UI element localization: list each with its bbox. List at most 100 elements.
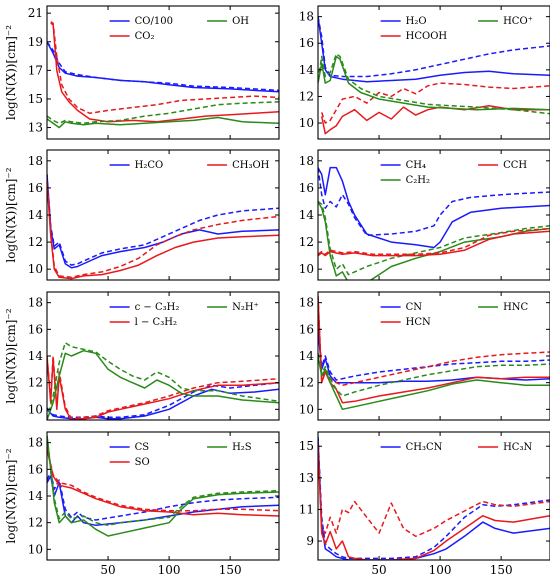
y-axis-label: log(N(X))[cm]⁻² — [4, 167, 18, 262]
legend: CH₃CN HC₃N — [380, 442, 532, 453]
legend: CN HCN HNC — [380, 302, 529, 328]
series-line-solid — [47, 174, 279, 269]
legend-label: CS — [135, 442, 150, 453]
legend-label: HCOOH — [406, 31, 448, 42]
y-tick-label: 17 — [28, 63, 43, 77]
y-tick-label: 15 — [28, 92, 43, 106]
legend-label: HNC — [503, 302, 528, 313]
y-tick-label: 18 — [299, 10, 314, 24]
legend-label: c − C₃H₂ — [135, 302, 180, 313]
legend-label: HCO⁺ — [503, 16, 533, 27]
legend-label: CH₄ — [406, 160, 426, 171]
series-line-solid — [318, 438, 550, 560]
y-tick-label: 12 — [28, 235, 43, 249]
series-line-solid — [47, 388, 279, 420]
series-line-solid — [47, 41, 279, 93]
series-line-solid — [318, 446, 550, 560]
x-axis-label: r[au] — [148, 577, 178, 579]
series-group — [47, 435, 279, 537]
series-line-dashed — [47, 101, 279, 125]
legend-label: l − C₃H₂ — [135, 317, 177, 328]
legend: c − C₃H₂ l − C₃H₂ N₂H⁺ — [109, 302, 259, 328]
legend-label: CH₃CN — [406, 442, 443, 453]
legend-label: C₂H₂ — [406, 175, 430, 186]
series-line-dashed — [318, 167, 550, 237]
series-line-dashed — [47, 447, 279, 512]
y-tick-label: 16 — [299, 36, 314, 50]
series-line-dashed — [47, 181, 279, 279]
y-tick-label: 18 — [28, 436, 43, 450]
x-tick-label: 150 — [219, 563, 242, 577]
series-line-dashed — [47, 381, 279, 419]
y-axis-label: log(N(X))[cm]⁻² — [4, 448, 18, 543]
series-group — [318, 436, 550, 560]
panel-second-right: 10 12 14 16 18 CH₄ C₂H₂ CCH — [299, 149, 550, 281]
series-line-solid — [47, 116, 279, 129]
series-line-solid — [318, 230, 550, 257]
x-tick-label: 50 — [371, 563, 386, 577]
series-line-solid — [318, 329, 550, 384]
series-line-solid — [320, 105, 550, 135]
legend-label: HC₃N — [503, 442, 532, 453]
y-tick-label: 21 — [28, 6, 43, 20]
y-tick-label: 12 — [299, 235, 314, 249]
series-group — [318, 295, 550, 411]
y-tick-label: 10 — [28, 542, 43, 556]
y-tick-label: 19 — [28, 35, 43, 49]
series-line-solid — [318, 166, 550, 249]
panel-top-left: 13 15 17 19 21 log(N(X))[cm]⁻² CO/100 CO₂ OH — [4, 5, 280, 140]
axes-frame — [46, 5, 280, 140]
series-line-solid — [47, 181, 279, 280]
y-tick-label: 16 — [28, 462, 43, 476]
y-tick-label: 14 — [299, 208, 315, 222]
legend: H₂O HCOOH HCO⁺ — [380, 16, 533, 42]
legend-label: CO₂ — [135, 31, 155, 42]
axes-frame — [317, 5, 550, 140]
series-line-solid — [47, 449, 279, 517]
legend: CO/100 CO₂ OH — [109, 16, 249, 42]
y-tick-label: 15 — [299, 439, 314, 453]
series-line-dashed — [47, 341, 279, 420]
series-line-dashed — [47, 471, 279, 521]
series-line-dashed — [318, 353, 550, 397]
x-tick-label: 150 — [490, 563, 513, 577]
x-tick-label: 100 — [429, 563, 452, 577]
y-tick-label: 18 — [28, 154, 43, 168]
series-line-solid — [318, 201, 550, 280]
panel-top-right: 10 12 14 16 18 H₂O HCOOH HCO⁺ — [299, 5, 550, 140]
series-line-dashed — [47, 174, 279, 266]
series-line-solid — [50, 22, 279, 123]
legend-label: H₂O — [406, 16, 427, 27]
series-line-solid — [318, 16, 550, 83]
series-line-dashed — [318, 53, 550, 115]
legend-label: N₂H⁺ — [232, 302, 259, 313]
y-tick-label: 16 — [28, 322, 43, 336]
legend-label: SO — [135, 457, 150, 468]
y-tick-label: 13 — [28, 121, 43, 135]
panel-third-left: 10 12 14 16 18 log(N(X))[cm]⁻² c − C₃H₂ l − C₃H… — [4, 291, 280, 421]
y-tick-label: 12 — [299, 376, 314, 390]
panel-second-left: 10 12 14 16 18 log(N(X))[cm]⁻² H₂CO CH₃OH — [4, 149, 280, 281]
legend: CS SO H₂S — [109, 442, 252, 468]
series-line-dashed — [318, 200, 550, 276]
y-tick-label: 18 — [299, 296, 314, 310]
y-tick-label: 14 — [299, 349, 315, 363]
y-tick-label: 14 — [299, 63, 315, 77]
series-group — [318, 16, 550, 135]
legend-label: H₂CO — [135, 160, 164, 171]
y-tick-label: 14 — [28, 349, 44, 363]
x-axis-label: r[au] — [419, 577, 449, 579]
y-tick-label: 10 — [299, 116, 314, 130]
y-axis-label: log(N(X))[cm]⁻² — [4, 25, 18, 120]
panel-third-right: 10 12 14 16 18 CN HCN HNC — [299, 291, 550, 421]
y-tick-label: 12 — [299, 89, 314, 103]
x-tick-label: 100 — [158, 563, 181, 577]
y-tick-label: 10 — [299, 262, 314, 276]
y-tick-label: 9 — [306, 534, 314, 548]
y-tick-label: 12 — [28, 376, 43, 390]
y-tick-label: 12 — [28, 516, 43, 530]
series-line-dashed — [318, 227, 550, 256]
x-tick-label: 50 — [100, 563, 115, 577]
y-tick-label: 14 — [28, 208, 44, 222]
legend: H₂CO CH₃OH — [109, 160, 270, 171]
